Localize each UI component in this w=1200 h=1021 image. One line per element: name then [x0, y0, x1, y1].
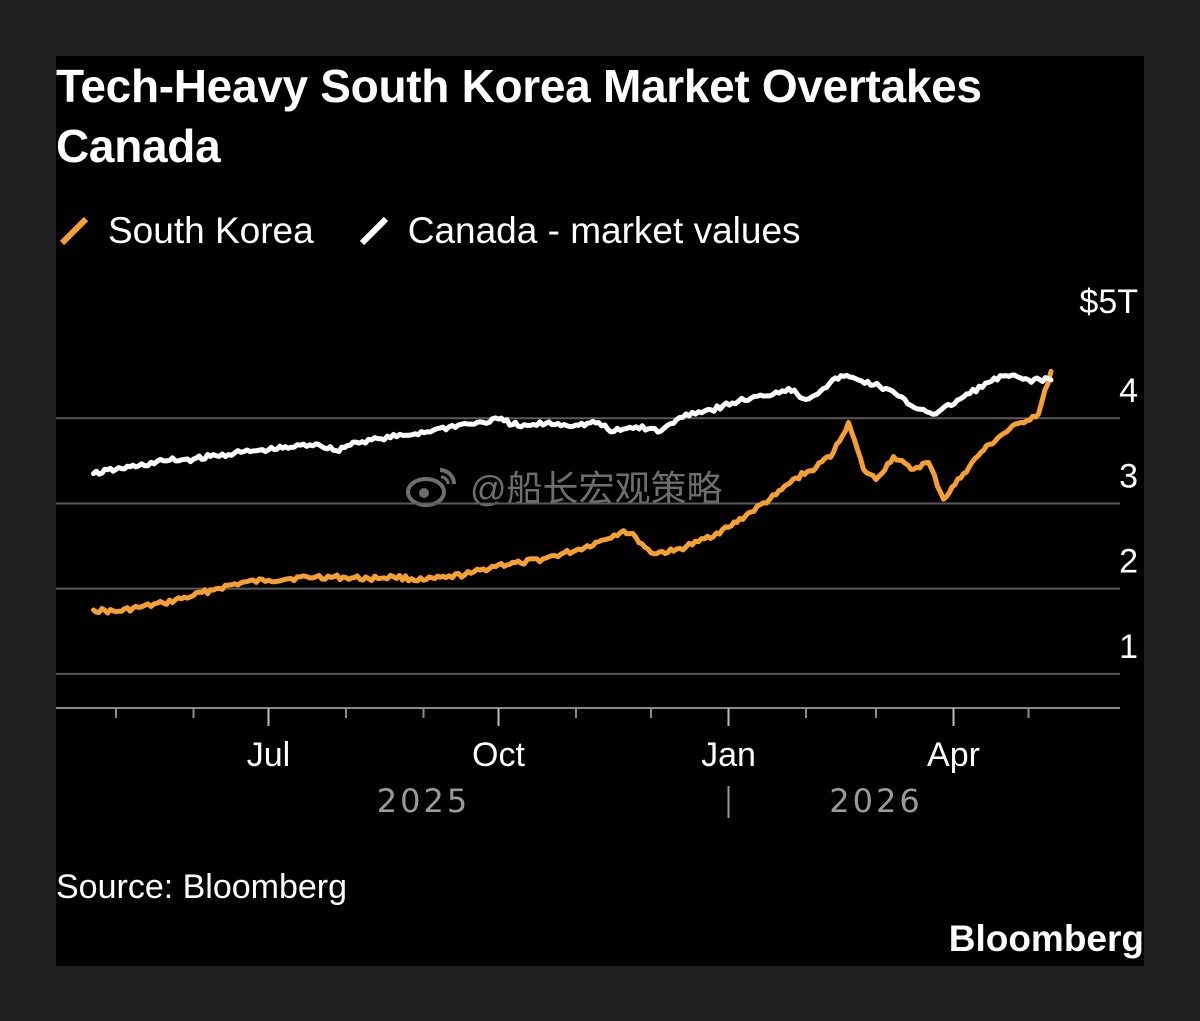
- axis-labels: 1 2 3 4 $5T Jul Oct Jan Apr 2025 2026: [247, 283, 1138, 820]
- series-lines: [91, 368, 1054, 616]
- watermark-text: @船长宏观策略: [470, 468, 723, 509]
- weibo-watermark: @船长宏观策略: [404, 460, 723, 512]
- y-tick-label-4: 4: [1119, 372, 1138, 410]
- year-label-2026: 2026: [829, 782, 922, 820]
- chart-card: Tech-Heavy South Korea Market Overtakes …: [56, 56, 1144, 966]
- chart-title: Tech-Heavy South Korea Market Overtakes …: [56, 60, 982, 172]
- legend-item-south-korea: South Korea: [56, 210, 314, 252]
- legend-swatch-south-korea: [59, 216, 89, 246]
- year-label-2025: 2025: [377, 782, 470, 820]
- legend-swatch-canada: [359, 216, 388, 246]
- line-chart: 1 2 3 4 $5T Jul Oct Jan Apr 2025 2026: [56, 283, 1138, 820]
- y-tick-label-2: 2: [1119, 543, 1138, 581]
- x-axis: [56, 707, 1120, 726]
- source-note: Source: Bloomberg: [56, 868, 348, 906]
- legend-label-canada: Canada - market values: [407, 210, 801, 251]
- gridlines: [56, 417, 1120, 675]
- series-line-canada: [91, 372, 1054, 477]
- x-tick-label-jul: Jul: [247, 736, 290, 774]
- y-tick-label-5: $5T: [1079, 283, 1138, 321]
- x-tick-label-apr: Apr: [927, 736, 980, 774]
- weibo-icon: [406, 468, 456, 507]
- x-tick-label-jan: Jan: [701, 736, 756, 774]
- y-tick-label-3: 3: [1119, 457, 1138, 495]
- x-tick-label-oct: Oct: [472, 736, 525, 774]
- bloomberg-logo: Bloomberg: [948, 918, 1144, 959]
- series-line-south-korea: [91, 368, 1054, 616]
- legend-label-south-korea: South Korea: [108, 210, 314, 251]
- chart-legend: South Korea Canada - market values: [56, 206, 843, 256]
- y-tick-label-1: 1: [1119, 628, 1138, 666]
- legend-item-canada: Canada - market values: [356, 210, 801, 252]
